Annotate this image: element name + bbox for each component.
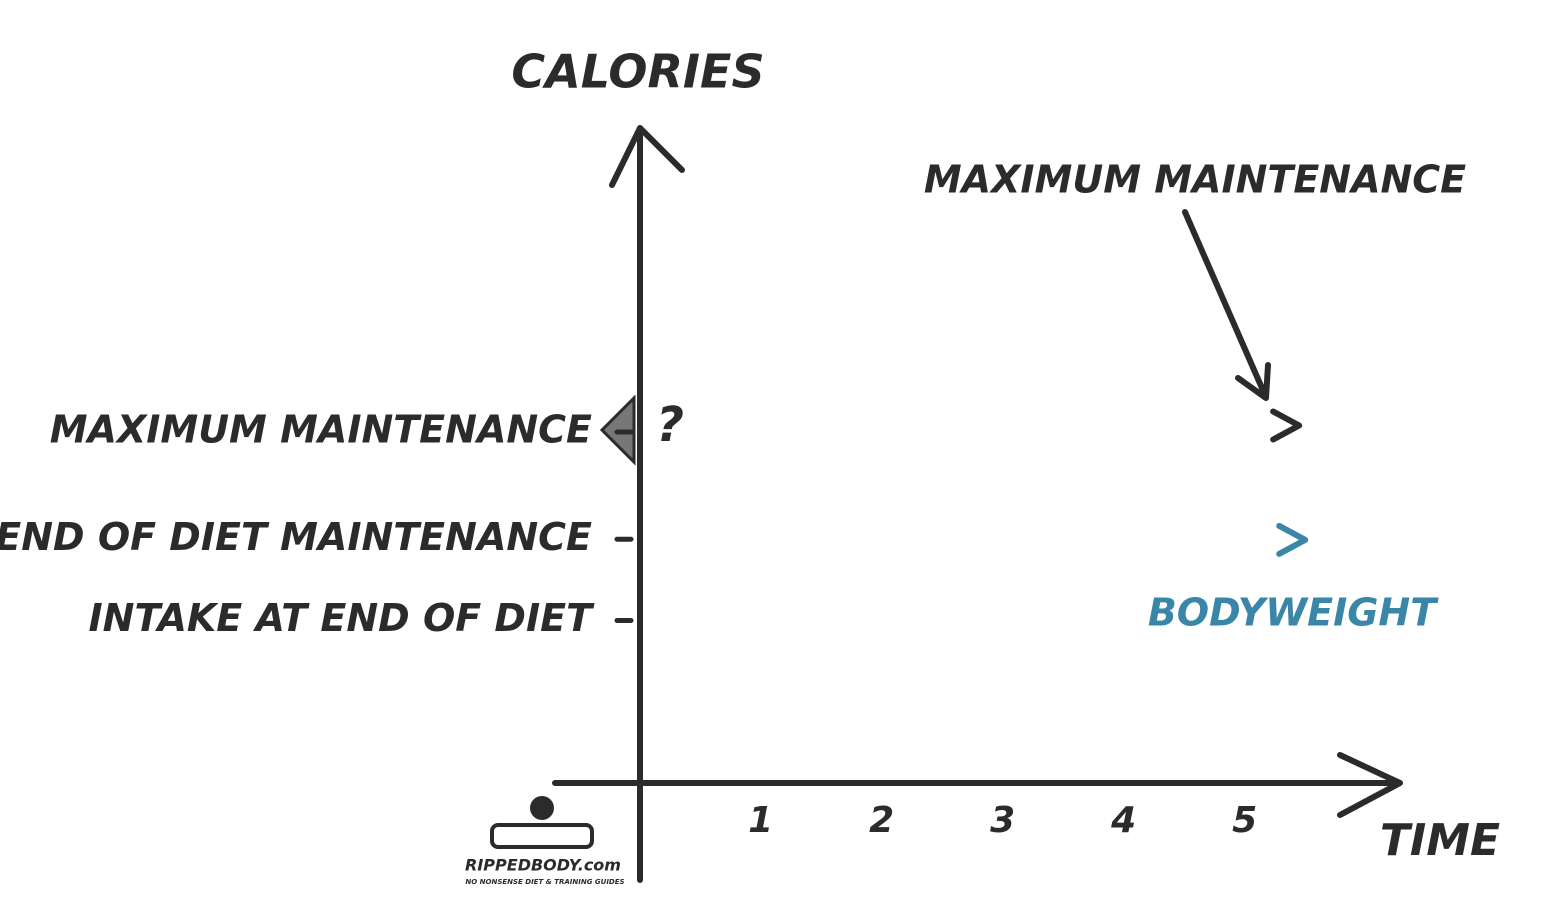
logo: RIPPEDBODY.com NO NONSENSE DIET & TRAINI… [465,796,625,886]
y-axis [609,125,685,883]
logo-name: RIPPEDBODY.com [465,856,621,875]
x-tick-label: 1 [748,800,773,841]
annotation-question: ? [656,397,684,453]
annotation: MAXIMUM MAINTENANCE [924,158,1466,202]
y-tick-label: MAXIMUM MAINTENANCE [50,408,592,452]
series-label: BODYWEIGHT [1148,591,1439,635]
y-tick-label: END OF DIET MAINTENANCE [0,515,592,559]
y-tick-label: INTAKE AT END OF DIET [89,596,596,640]
series-arrowhead [1276,522,1309,557]
x-axis-title: TIME [1380,815,1500,866]
x-tick-label: 5 [1232,800,1257,841]
x-tick-label: 2 [869,800,894,841]
annotation-arrow [1182,209,1271,401]
x-axis [552,752,1403,818]
logo-tagline: NO NONSENSE DIET & TRAINING GUIDES [465,878,624,886]
series-arrowhead [1270,408,1303,443]
y-axis-title: CALORIES [511,45,764,99]
x-tick-label: 3 [990,800,1015,841]
x-tick-label: 4 [1110,800,1136,841]
